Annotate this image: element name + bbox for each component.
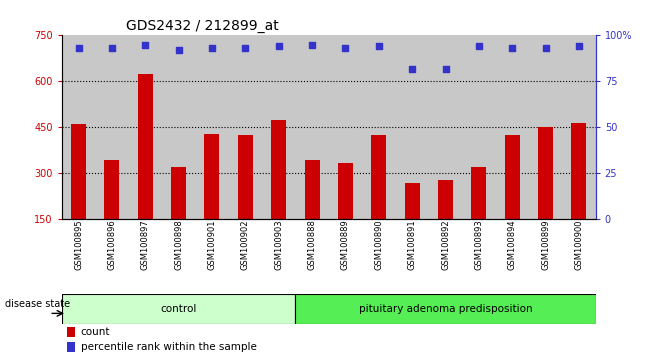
Text: GSM100898: GSM100898 [174,219,183,270]
Text: control: control [160,304,197,314]
Bar [195,35,229,219]
Text: GSM100900: GSM100900 [574,219,583,270]
Point [474,44,484,49]
Point [107,45,117,51]
Bar [505,135,519,219]
Bar [305,160,320,219]
Point [440,66,450,72]
Bar [562,35,596,219]
Bar [162,35,195,219]
Bar [438,179,453,219]
Text: percentile rank within the sample: percentile rank within the sample [81,342,256,352]
Point [574,44,584,49]
Text: GSM100902: GSM100902 [241,219,250,270]
Point [173,47,184,53]
Point [240,45,251,51]
Bar [128,35,162,219]
Bar [538,127,553,219]
Bar [67,327,76,337]
Bar [296,35,329,219]
Bar [171,167,186,219]
Point [540,45,551,51]
Text: GSM100895: GSM100895 [74,219,83,270]
Bar [405,183,420,219]
Point [407,66,417,72]
Text: GSM100888: GSM100888 [307,219,316,270]
Point [374,44,384,49]
Text: count: count [81,327,110,337]
Text: GSM100903: GSM100903 [274,219,283,270]
Bar [262,35,296,219]
Point [273,44,284,49]
Bar [296,294,596,324]
Bar [229,35,262,219]
Point [207,45,217,51]
Bar [371,135,386,219]
Bar [429,35,462,219]
Point [340,45,351,51]
Text: GSM100892: GSM100892 [441,219,450,270]
Bar [238,135,253,219]
Bar [495,35,529,219]
Bar [104,160,119,219]
Text: GSM100890: GSM100890 [374,219,383,270]
Bar [67,342,76,353]
Bar [95,35,129,219]
Text: GSM100899: GSM100899 [541,219,550,270]
Text: GSM100901: GSM100901 [208,219,217,270]
Text: GDS2432 / 212899_at: GDS2432 / 212899_at [126,19,279,33]
Bar [204,133,219,219]
Bar [572,123,587,219]
Bar [529,35,562,219]
Point [507,45,518,51]
Point [307,42,317,47]
Text: disease state: disease state [5,299,70,309]
Bar [362,35,396,219]
Bar [329,35,362,219]
Text: GSM100893: GSM100893 [475,219,484,270]
Bar [462,35,495,219]
Bar [138,74,153,219]
Text: GSM100891: GSM100891 [408,219,417,270]
Point [74,45,84,51]
Bar [396,35,429,219]
Bar [62,35,95,219]
Text: GSM100897: GSM100897 [141,219,150,270]
Text: GSM100896: GSM100896 [107,219,117,270]
Bar [62,294,296,324]
Point [140,42,150,47]
Text: GSM100889: GSM100889 [341,219,350,270]
Bar [71,124,86,219]
Bar [271,120,286,219]
Bar [338,163,353,219]
Bar [471,167,486,219]
Text: pituitary adenoma predisposition: pituitary adenoma predisposition [359,304,533,314]
Text: GSM100894: GSM100894 [508,219,517,270]
